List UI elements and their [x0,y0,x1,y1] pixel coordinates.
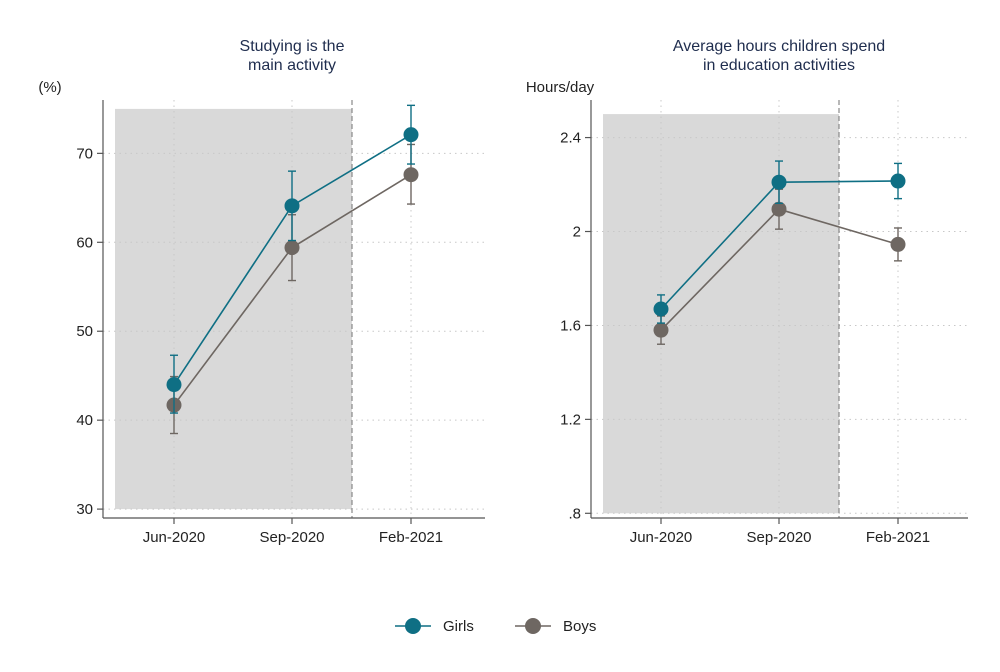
x-tick-label: Sep-2020 [259,529,324,546]
data-point-girls [166,377,182,393]
y-tick-label: 50 [76,323,93,340]
shaded-region [603,114,839,514]
legend-label: Girls [443,618,474,635]
chart-title-line: Studying is the [240,38,345,55]
legend-swatch-marker [405,618,421,634]
x-tick-label: Jun-2020 [143,529,206,546]
x-tick-label: Sep-2020 [746,529,811,546]
chart-title-line: Average hours children spend [673,38,885,55]
data-point-girls [284,198,300,214]
legend-swatch-marker [525,618,541,634]
y-tick-label: 60 [76,234,93,251]
y-tick-label: 2.4 [560,130,581,147]
y-tick-label: .8 [568,505,581,522]
x-tick-label: Feb-2021 [866,529,930,546]
legend-label: Boys [563,618,596,635]
data-point-boys [403,167,419,183]
data-point-girls [771,174,787,190]
y-tick-label: 2 [573,224,581,241]
chart-title-line: main activity [248,57,336,74]
y-tick-label: 40 [76,412,93,429]
data-point-boys [284,240,300,256]
data-point-girls [653,301,669,317]
y-axis-label: Hours/day [526,79,595,96]
x-tick-label: Feb-2021 [379,529,443,546]
data-point-boys [653,322,669,338]
data-point-boys [890,236,906,252]
chart-title-line: in education activities [703,57,855,74]
data-point-girls [403,127,419,143]
data-point-girls [890,173,906,189]
data-point-boys [771,201,787,217]
y-tick-label: 70 [76,145,93,162]
x-tick-label: Jun-2020 [630,529,693,546]
y-axis-label: (%) [38,79,61,96]
y-tick-label: 30 [76,501,93,518]
shaded-region [115,108,352,510]
y-tick-label: 1.6 [560,317,581,334]
y-tick-label: 1.2 [560,411,581,428]
